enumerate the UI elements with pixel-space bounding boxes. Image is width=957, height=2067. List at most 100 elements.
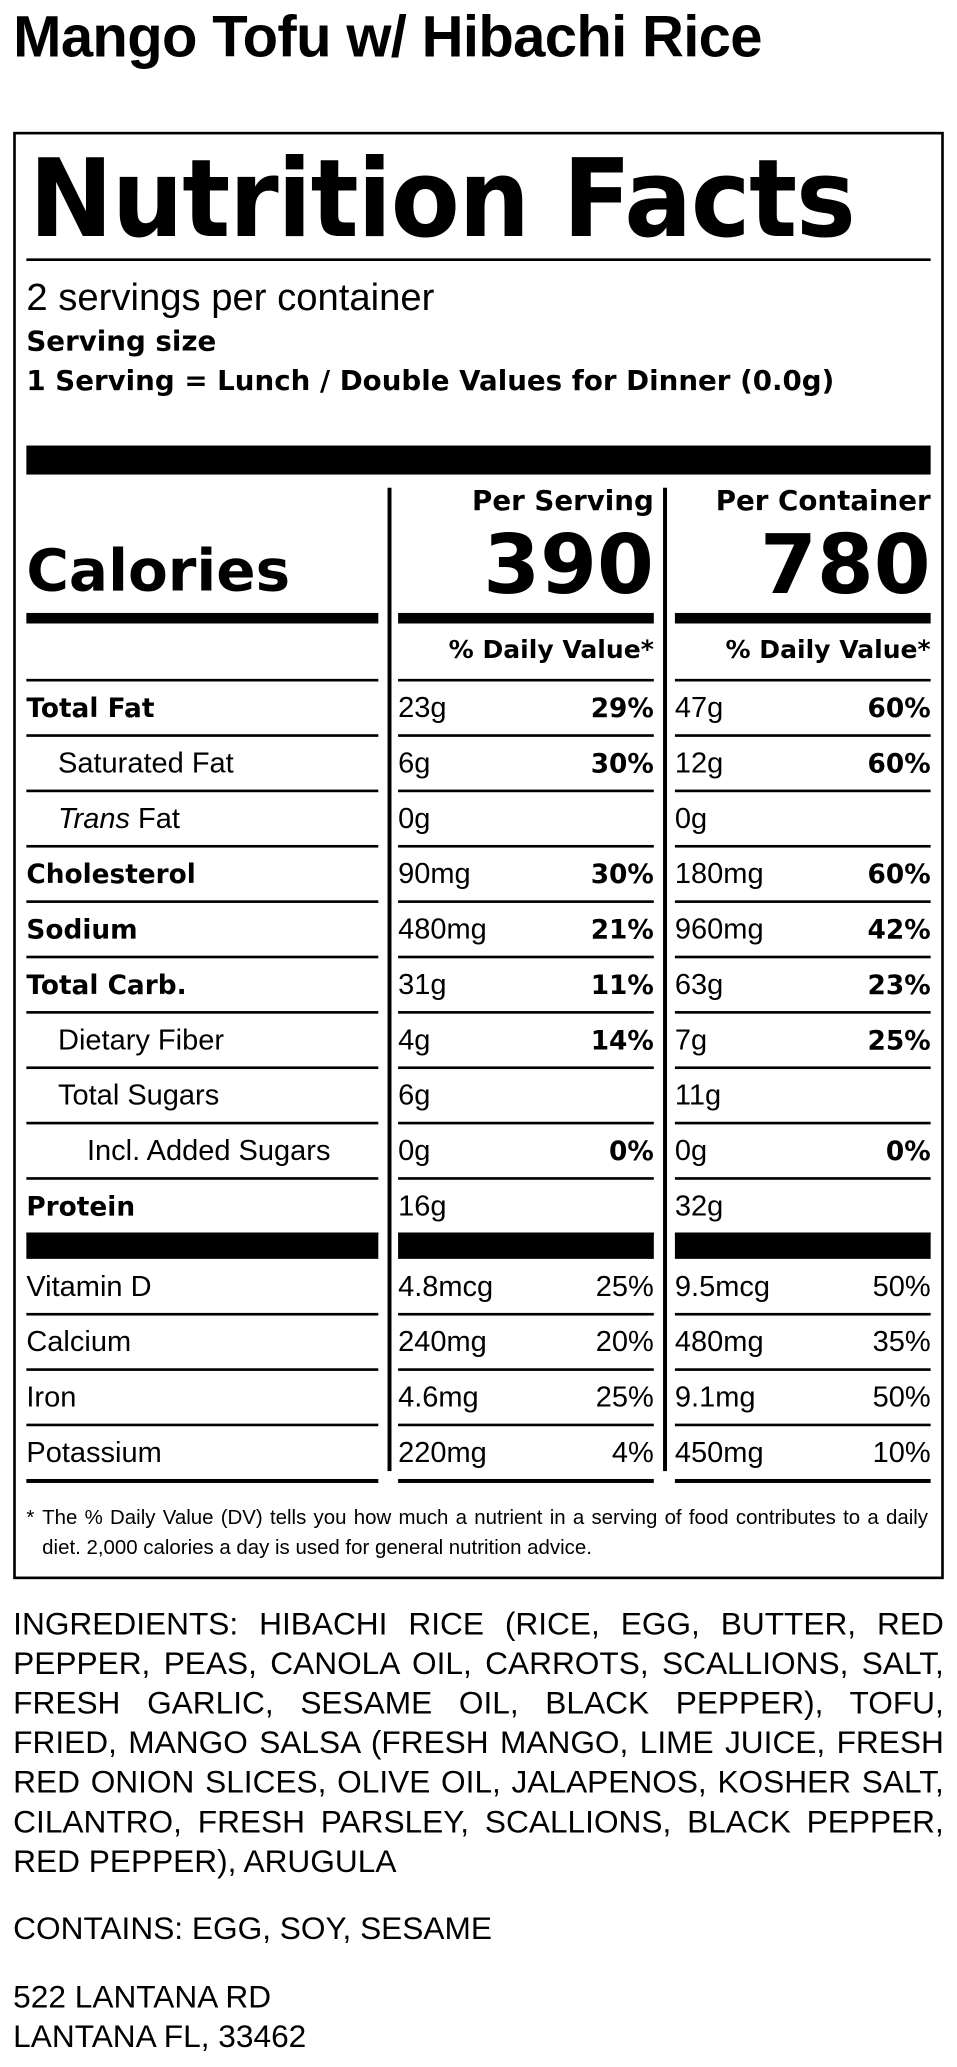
column-divider: [663, 487, 667, 1472]
thick-rule: [26, 445, 931, 475]
thick-rule: [674, 1232, 931, 1259]
nutrient-name: Vitamin D: [26, 1260, 379, 1316]
amount: 0g: [674, 801, 708, 835]
dv-header: % Daily Value*: [725, 635, 931, 665]
amount: 90mg: [398, 856, 471, 890]
amount: 47g: [674, 690, 724, 724]
rule: [26, 678, 379, 682]
nutrient-cell: 63g 23%: [674, 958, 931, 1014]
nutrient-name-main: Iron: [26, 1380, 77, 1414]
nutrient-cell: 7g 25%: [674, 1014, 931, 1070]
daily-value: 10%: [872, 1435, 931, 1469]
daily-value: 60%: [867, 858, 931, 890]
amount: 11g: [674, 1078, 722, 1112]
calories-value: 390: [483, 516, 654, 613]
daily-value: 50%: [872, 1380, 931, 1414]
nutrient-name: Sodium: [26, 903, 379, 959]
contains: CONTAINS: EGG, SOY, SESAME: [13, 1911, 492, 1947]
amount: 0g: [398, 1133, 431, 1167]
nutrient-name: Total Sugars: [26, 1069, 379, 1125]
amount: 6g: [398, 1078, 431, 1112]
amount: 180mg: [674, 856, 764, 890]
daily-value: 35%: [872, 1324, 931, 1358]
nutrient-name: Calcium: [26, 1316, 379, 1371]
nutrient-cell: 180mg 60%: [674, 848, 931, 903]
nutrient-name-text: Potassium: [26, 1435, 161, 1469]
nutrient-cell: 0g: [398, 792, 654, 848]
nutrient-cell: 23g 29%: [398, 681, 654, 737]
nutrient-name-text: Dietary Fiber: [58, 1023, 224, 1057]
nutrient-cell: 32g: [674, 1180, 931, 1236]
amount: 4g: [398, 1022, 431, 1056]
amount: 0g: [674, 1133, 708, 1167]
label-box: [13, 131, 944, 1580]
nutrient-cell: 0g 0%: [398, 1124, 654, 1180]
daily-value: 11%: [590, 968, 654, 1001]
nutrient-name-text: Incl. Added Sugars: [87, 1134, 330, 1168]
nutrient-name-text: Calcium: [26, 1325, 131, 1359]
amount: 63g: [674, 967, 724, 1001]
nutrient-cell: 480mg 35%: [674, 1316, 931, 1371]
nutrient-name-italic: Trans: [57, 801, 130, 835]
nutrient-name-main: Calcium: [26, 1324, 132, 1358]
amount: 4.6mg: [398, 1380, 479, 1414]
nutrient-cell: 9.1mg 50%: [674, 1371, 931, 1427]
amount: 31g: [398, 967, 447, 1001]
nutrient-cell: 4g 14%: [398, 1014, 654, 1070]
nutrient-name-main: Total Sugars: [57, 1078, 220, 1112]
nutrient-name-text: Saturated Fat: [58, 746, 234, 780]
daily-value: 0%: [609, 1134, 654, 1167]
nutrient-cell: 4.6mg 25%: [398, 1371, 654, 1427]
amount: 0g: [398, 801, 431, 835]
daily-value: 25%: [867, 1024, 931, 1056]
nutrient-cell: 4.8mcg 25%: [398, 1260, 654, 1316]
amount: 9.5mcg: [674, 1269, 771, 1303]
footnote-text: The % Daily Value (DV) tells you how muc…: [42, 1506, 928, 1560]
column-header: Per Serving: [472, 485, 654, 517]
column-header: Per Container: [715, 485, 931, 517]
nutrient-cell: 9.5mcg 50%: [674, 1260, 931, 1316]
nutrient-name-main: Vitamin D: [26, 1269, 152, 1303]
thick-rule: [398, 1232, 654, 1259]
nutrient-name-main: Saturated Fat: [57, 746, 234, 780]
nutrient-cell: 31g 11%: [398, 958, 654, 1014]
nutrient-cell: 6g: [398, 1069, 654, 1125]
nutrient-cell: 6g 30%: [398, 737, 654, 793]
nutrient-cell: 450mg 10%: [674, 1426, 931, 1483]
nutrient-name-main: Dietary Fiber: [57, 1022, 224, 1056]
amount: 480mg: [674, 1324, 764, 1358]
nutrient-cell: 0g: [674, 792, 931, 848]
nutrient-name-text: Trans Fat: [58, 801, 180, 835]
nutrient-name-text: Iron: [26, 1380, 76, 1414]
ingredients: INGREDIENTS: HIBACHI RICE (RICE, EGG, BU…: [13, 1606, 944, 1880]
daily-value: 23%: [867, 968, 931, 1001]
nutrient-cell: 16g: [398, 1180, 654, 1236]
nutrient-name: Trans Fat: [26, 792, 379, 848]
nutrient-name: Iron: [26, 1371, 379, 1427]
amount: 7g: [674, 1022, 708, 1056]
calories-label: Calories: [26, 537, 291, 606]
address-line: LANTANA FL, 33462: [13, 2019, 307, 2056]
daily-value: 30%: [590, 858, 654, 890]
amount: 480mg: [398, 912, 487, 946]
thick-rule: [398, 612, 654, 624]
nutrient-name-text: Total Sugars: [58, 1078, 219, 1112]
nutrient-cell: 12g 60%: [674, 737, 931, 793]
calories-value: 780: [760, 516, 931, 613]
nutrient-cell: 47g 60%: [674, 681, 931, 737]
nutrient-name-main: Total Fat: [26, 692, 155, 724]
amount: 9.1mg: [674, 1380, 756, 1414]
daily-value: 60%: [867, 692, 931, 724]
nutrient-cell: 960mg 42%: [674, 903, 931, 959]
nutrient-cell: 11g: [674, 1069, 931, 1125]
daily-value: 20%: [595, 1324, 654, 1358]
nutrient-cell: 220mg 4%: [398, 1426, 654, 1483]
thick-rule: [674, 612, 931, 624]
daily-value: 25%: [595, 1269, 654, 1303]
amount: 23g: [398, 690, 447, 724]
address-line: 522 LANTANA RD: [13, 1979, 272, 2016]
daily-value: 0%: [885, 1134, 931, 1167]
amount: 450mg: [674, 1435, 764, 1469]
footnote: * The % Daily Value (DV) tells you how m…: [26, 1503, 928, 1564]
